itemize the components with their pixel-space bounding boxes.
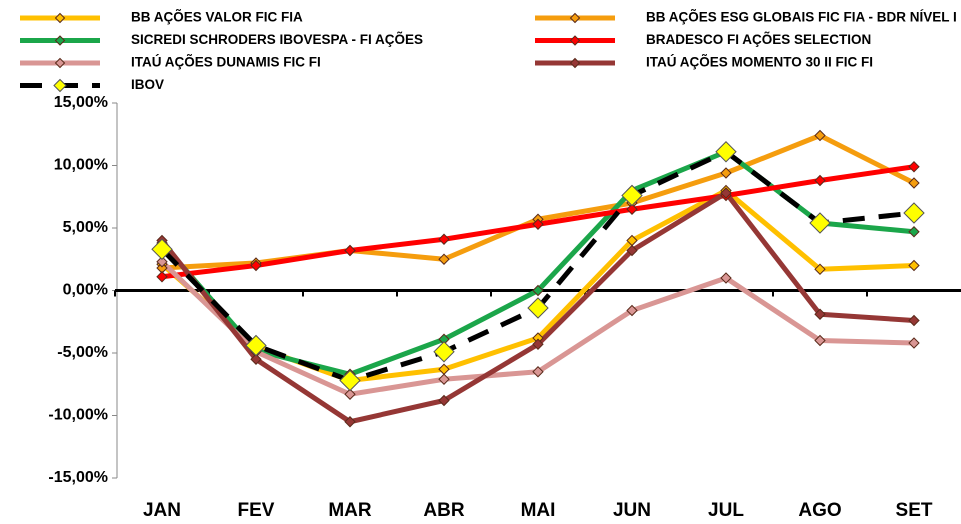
- y-tick-label: -5,00%: [57, 344, 108, 361]
- x-tick-label: JAN: [143, 500, 181, 521]
- data-point: [527, 297, 549, 319]
- x-tick-label: FEV: [238, 500, 275, 521]
- data-point: [532, 366, 544, 378]
- data-point: [344, 416, 356, 428]
- data-point: [908, 226, 920, 238]
- data-point: [908, 177, 920, 189]
- data-point: [344, 244, 356, 257]
- x-tick-label: SET: [896, 500, 933, 521]
- data-point: [156, 271, 168, 283]
- legend-label: BB AÇÕES ESG GLOBAIS FIC FIA - BDR NÍVEL…: [646, 10, 957, 25]
- legend-label: IBOV: [131, 77, 164, 92]
- x-tick-label: MAR: [328, 500, 372, 521]
- x-tick-label: AGO: [798, 500, 841, 521]
- data-point: [245, 334, 267, 357]
- data-point: [438, 394, 450, 407]
- legend-marker: [569, 12, 581, 24]
- legend-label: ITAÚ AÇÕES DUNAMIS FIC FI: [131, 55, 321, 70]
- data-point: [151, 238, 173, 260]
- y-tick-label: -15,00%: [48, 469, 108, 486]
- data-point: [720, 167, 732, 179]
- data-point: [908, 337, 920, 349]
- y-tick-label: 15,00%: [54, 94, 108, 111]
- x-tick-label: JUL: [708, 500, 744, 521]
- data-point: [532, 284, 544, 297]
- x-tick-label: MAI: [521, 500, 556, 521]
- y-tick-label: -10,00%: [48, 407, 108, 424]
- data-point: [626, 203, 638, 215]
- x-tick-label: JUN: [613, 500, 651, 521]
- legend-marker: [54, 12, 66, 24]
- legend-marker: [53, 78, 67, 93]
- data-point: [720, 272, 732, 284]
- data-point: [814, 334, 826, 347]
- x-tick-label: ABR: [423, 500, 464, 521]
- y-tick-label: 0,00%: [63, 282, 108, 299]
- data-point: [814, 129, 826, 142]
- data-point: [156, 256, 168, 268]
- data-point: [814, 308, 826, 320]
- data-point: [908, 259, 920, 272]
- data-point: [809, 212, 831, 234]
- data-point: [814, 263, 826, 275]
- data-point: [344, 388, 356, 400]
- y-tick-label: 10,00%: [54, 157, 108, 174]
- data-point: [715, 141, 737, 163]
- data-point: [438, 253, 450, 265]
- data-point: [532, 338, 544, 350]
- data-point: [908, 314, 920, 327]
- data-point: [621, 184, 643, 207]
- data-point: [438, 233, 450, 245]
- data-point: [720, 187, 732, 199]
- data-point: [626, 304, 638, 317]
- legend-label: BRADESCO FI AÇÕES SELECTION: [646, 32, 871, 47]
- legend-marker: [569, 57, 581, 69]
- data-point: [903, 202, 925, 224]
- data-point: [908, 161, 920, 173]
- data-point: [339, 369, 361, 392]
- data-point: [532, 218, 544, 230]
- legend-label: BB AÇÕES VALOR FIC FIA: [131, 10, 303, 25]
- legend-marker: [54, 35, 66, 46]
- y-tick-label: 5,00%: [63, 219, 108, 236]
- legend-label: SICREDI SCHRODERS IBOVESPA - FI AÇÕES: [131, 32, 423, 47]
- data-point: [814, 174, 826, 187]
- data-point: [626, 244, 638, 257]
- series-line: [161, 133, 916, 271]
- legend-label: ITAÚ AÇÕES MOMENTO 30 II FIC FI: [646, 55, 873, 70]
- data-point: [433, 341, 455, 363]
- data-point: [438, 373, 450, 385]
- data-point: [250, 353, 262, 365]
- legend-marker: [54, 57, 66, 69]
- data-point: [250, 259, 262, 272]
- legend-marker: [569, 35, 581, 46]
